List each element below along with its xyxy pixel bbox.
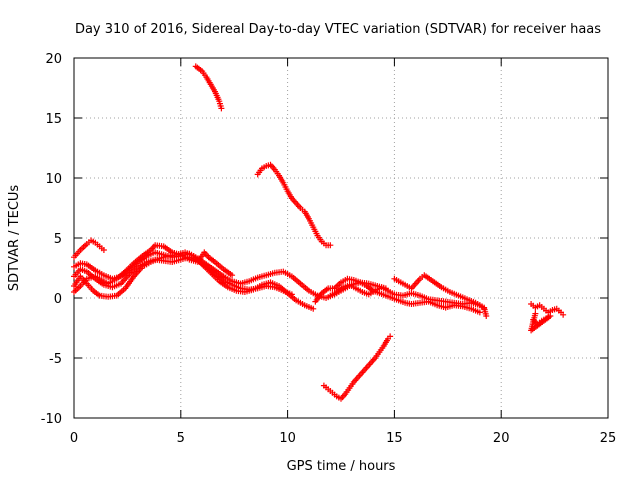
y-tick-label: 20 bbox=[45, 52, 62, 67]
data-point bbox=[218, 105, 225, 112]
series-track-1 bbox=[71, 237, 107, 261]
grid bbox=[74, 58, 608, 418]
data-point bbox=[100, 247, 107, 253]
x-tick-label: 15 bbox=[386, 431, 403, 446]
series-track-11 bbox=[391, 272, 490, 319]
series-track-8 bbox=[320, 333, 394, 402]
data-point bbox=[387, 333, 394, 340]
x-tick-label: 0 bbox=[70, 431, 78, 446]
data-point bbox=[229, 272, 236, 279]
x-tick-label: 20 bbox=[493, 431, 510, 446]
y-tick-label: 10 bbox=[45, 172, 62, 187]
tick-labels: 0 5 10 15 20 25 -10 -5 0 5 10 15 20 bbox=[41, 52, 617, 446]
y-tick-label: 5 bbox=[54, 232, 62, 247]
series-track-6 bbox=[192, 63, 225, 112]
y-axis-label: SDTVAR / TECUs bbox=[7, 185, 22, 292]
x-tick-label: 5 bbox=[177, 431, 185, 446]
data-point bbox=[327, 242, 334, 249]
x-tick-label: 25 bbox=[600, 431, 617, 446]
y-tick-label: 15 bbox=[45, 112, 62, 127]
series-track-7 bbox=[254, 161, 334, 249]
series-track-5 bbox=[71, 242, 236, 295]
data-marks bbox=[71, 63, 567, 402]
x-tick-label: 10 bbox=[279, 431, 296, 446]
series-track-12 bbox=[528, 301, 567, 334]
data-point bbox=[476, 309, 483, 316]
y-tick-label: 0 bbox=[54, 292, 62, 307]
ticks bbox=[73, 57, 609, 419]
chart-title: Day 310 of 2016, Sidereal Day-to-day VTE… bbox=[75, 22, 601, 37]
data-point bbox=[483, 313, 490, 319]
data-point bbox=[560, 311, 567, 318]
data-point bbox=[532, 310, 539, 317]
data-point bbox=[310, 305, 317, 312]
y-tick-label: -10 bbox=[41, 412, 62, 427]
x-axis-label: GPS time / hours bbox=[287, 459, 396, 474]
y-tick-label: -5 bbox=[49, 352, 62, 367]
